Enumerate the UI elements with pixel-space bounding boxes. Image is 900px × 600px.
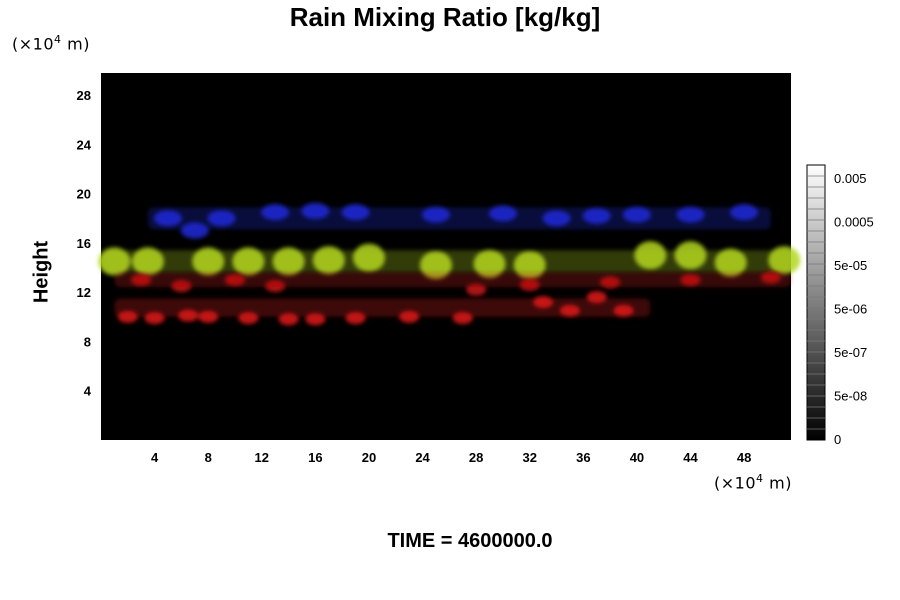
colorbar xyxy=(806,164,826,441)
colorbar-tick-label: 0.0005 xyxy=(834,215,874,230)
field-cell xyxy=(613,304,634,317)
field-cell xyxy=(207,210,236,227)
field-cell xyxy=(198,310,219,323)
field-cell xyxy=(513,251,546,280)
y-tick-label: 4 xyxy=(84,384,92,399)
colorbar-tick-label: 5e-08 xyxy=(834,389,867,404)
field-cell xyxy=(519,278,540,291)
field-cell xyxy=(278,313,299,326)
field-cell xyxy=(261,204,290,221)
field-cell xyxy=(180,222,209,239)
field-cell xyxy=(419,251,452,280)
y-tick-label: 24 xyxy=(77,137,92,152)
x-tick-label: 28 xyxy=(469,450,483,465)
field-cell xyxy=(760,271,781,284)
field-layer-0 xyxy=(147,202,771,239)
field-layer-1 xyxy=(98,241,801,280)
field-cell xyxy=(232,247,265,276)
field-cell xyxy=(473,249,506,278)
y-tick-label: 8 xyxy=(84,334,91,349)
field-cell xyxy=(622,206,651,223)
field-cell xyxy=(634,241,667,270)
y-tick-label: 20 xyxy=(77,187,91,202)
colorbar-tick-label: 0.005 xyxy=(834,171,867,186)
colorbar-tick-label: 5e-05 xyxy=(834,258,867,273)
field-cell xyxy=(131,273,152,286)
field-cell xyxy=(98,247,131,276)
field-cell xyxy=(345,312,366,325)
field-cell xyxy=(192,247,225,276)
x-tick-label: 20 xyxy=(362,450,376,465)
field-cell xyxy=(542,210,571,227)
x-tick-label: 12 xyxy=(255,450,269,465)
field-cell xyxy=(352,243,385,272)
field-cell xyxy=(117,310,138,323)
field-layer-3 xyxy=(114,291,651,326)
field-cell xyxy=(305,313,326,326)
x-tick-label: 24 xyxy=(415,450,430,465)
field-layer-2 xyxy=(114,271,791,296)
field-band xyxy=(147,207,771,230)
x-axis-unit: (×104 m) xyxy=(714,472,792,493)
field-cell xyxy=(680,273,701,286)
y-tick-label: 28 xyxy=(77,88,91,103)
field-cell xyxy=(714,248,747,277)
colorbar-tick-label: 5e-06 xyxy=(834,302,867,317)
x-tick-label: 40 xyxy=(630,450,644,465)
field-cell xyxy=(399,310,420,323)
field-cell xyxy=(582,207,611,224)
field-cell xyxy=(238,312,259,325)
field-cell xyxy=(559,304,580,317)
x-tick-label: 36 xyxy=(576,450,590,465)
field-cell xyxy=(153,210,182,227)
field-cell xyxy=(131,247,164,276)
x-tick-label: 4 xyxy=(151,450,159,465)
y-tick-label: 12 xyxy=(77,285,91,300)
field-cell xyxy=(224,273,245,286)
field-cell xyxy=(488,205,517,222)
field-cell xyxy=(676,206,705,223)
field-cell xyxy=(768,246,801,275)
field-cell xyxy=(586,291,607,304)
x-tick-label: 16 xyxy=(308,450,322,465)
field-cell xyxy=(730,204,759,221)
field-cell xyxy=(265,280,286,293)
field-cell xyxy=(600,276,621,289)
y-tick-label: 16 xyxy=(77,236,91,251)
colorbar-tick-label: 5e-07 xyxy=(834,345,867,360)
field-cell xyxy=(674,241,707,270)
field-cell xyxy=(301,202,330,219)
field-cell xyxy=(171,280,192,293)
field-cell xyxy=(452,312,473,325)
field-cell xyxy=(341,204,370,221)
x-tick-label: 8 xyxy=(205,450,212,465)
field-cell xyxy=(533,296,554,309)
x-tick-label: 32 xyxy=(523,450,537,465)
field-cell xyxy=(272,247,305,276)
chart-title: Rain Mixing Ratio [kg/kg] xyxy=(289,2,601,32)
field-cell xyxy=(312,246,345,275)
colorbar-tick-label: 0 xyxy=(834,432,841,447)
field-cell xyxy=(178,309,199,322)
y-axis-unit: (×104 m) xyxy=(12,33,90,54)
field-cell xyxy=(144,312,165,325)
x-tick-label: 44 xyxy=(683,450,698,465)
field-cell xyxy=(466,283,487,296)
time-label: TIME = 4600000.0 xyxy=(387,530,553,552)
x-tick-label: 48 xyxy=(737,450,751,465)
field-cell xyxy=(421,206,450,223)
